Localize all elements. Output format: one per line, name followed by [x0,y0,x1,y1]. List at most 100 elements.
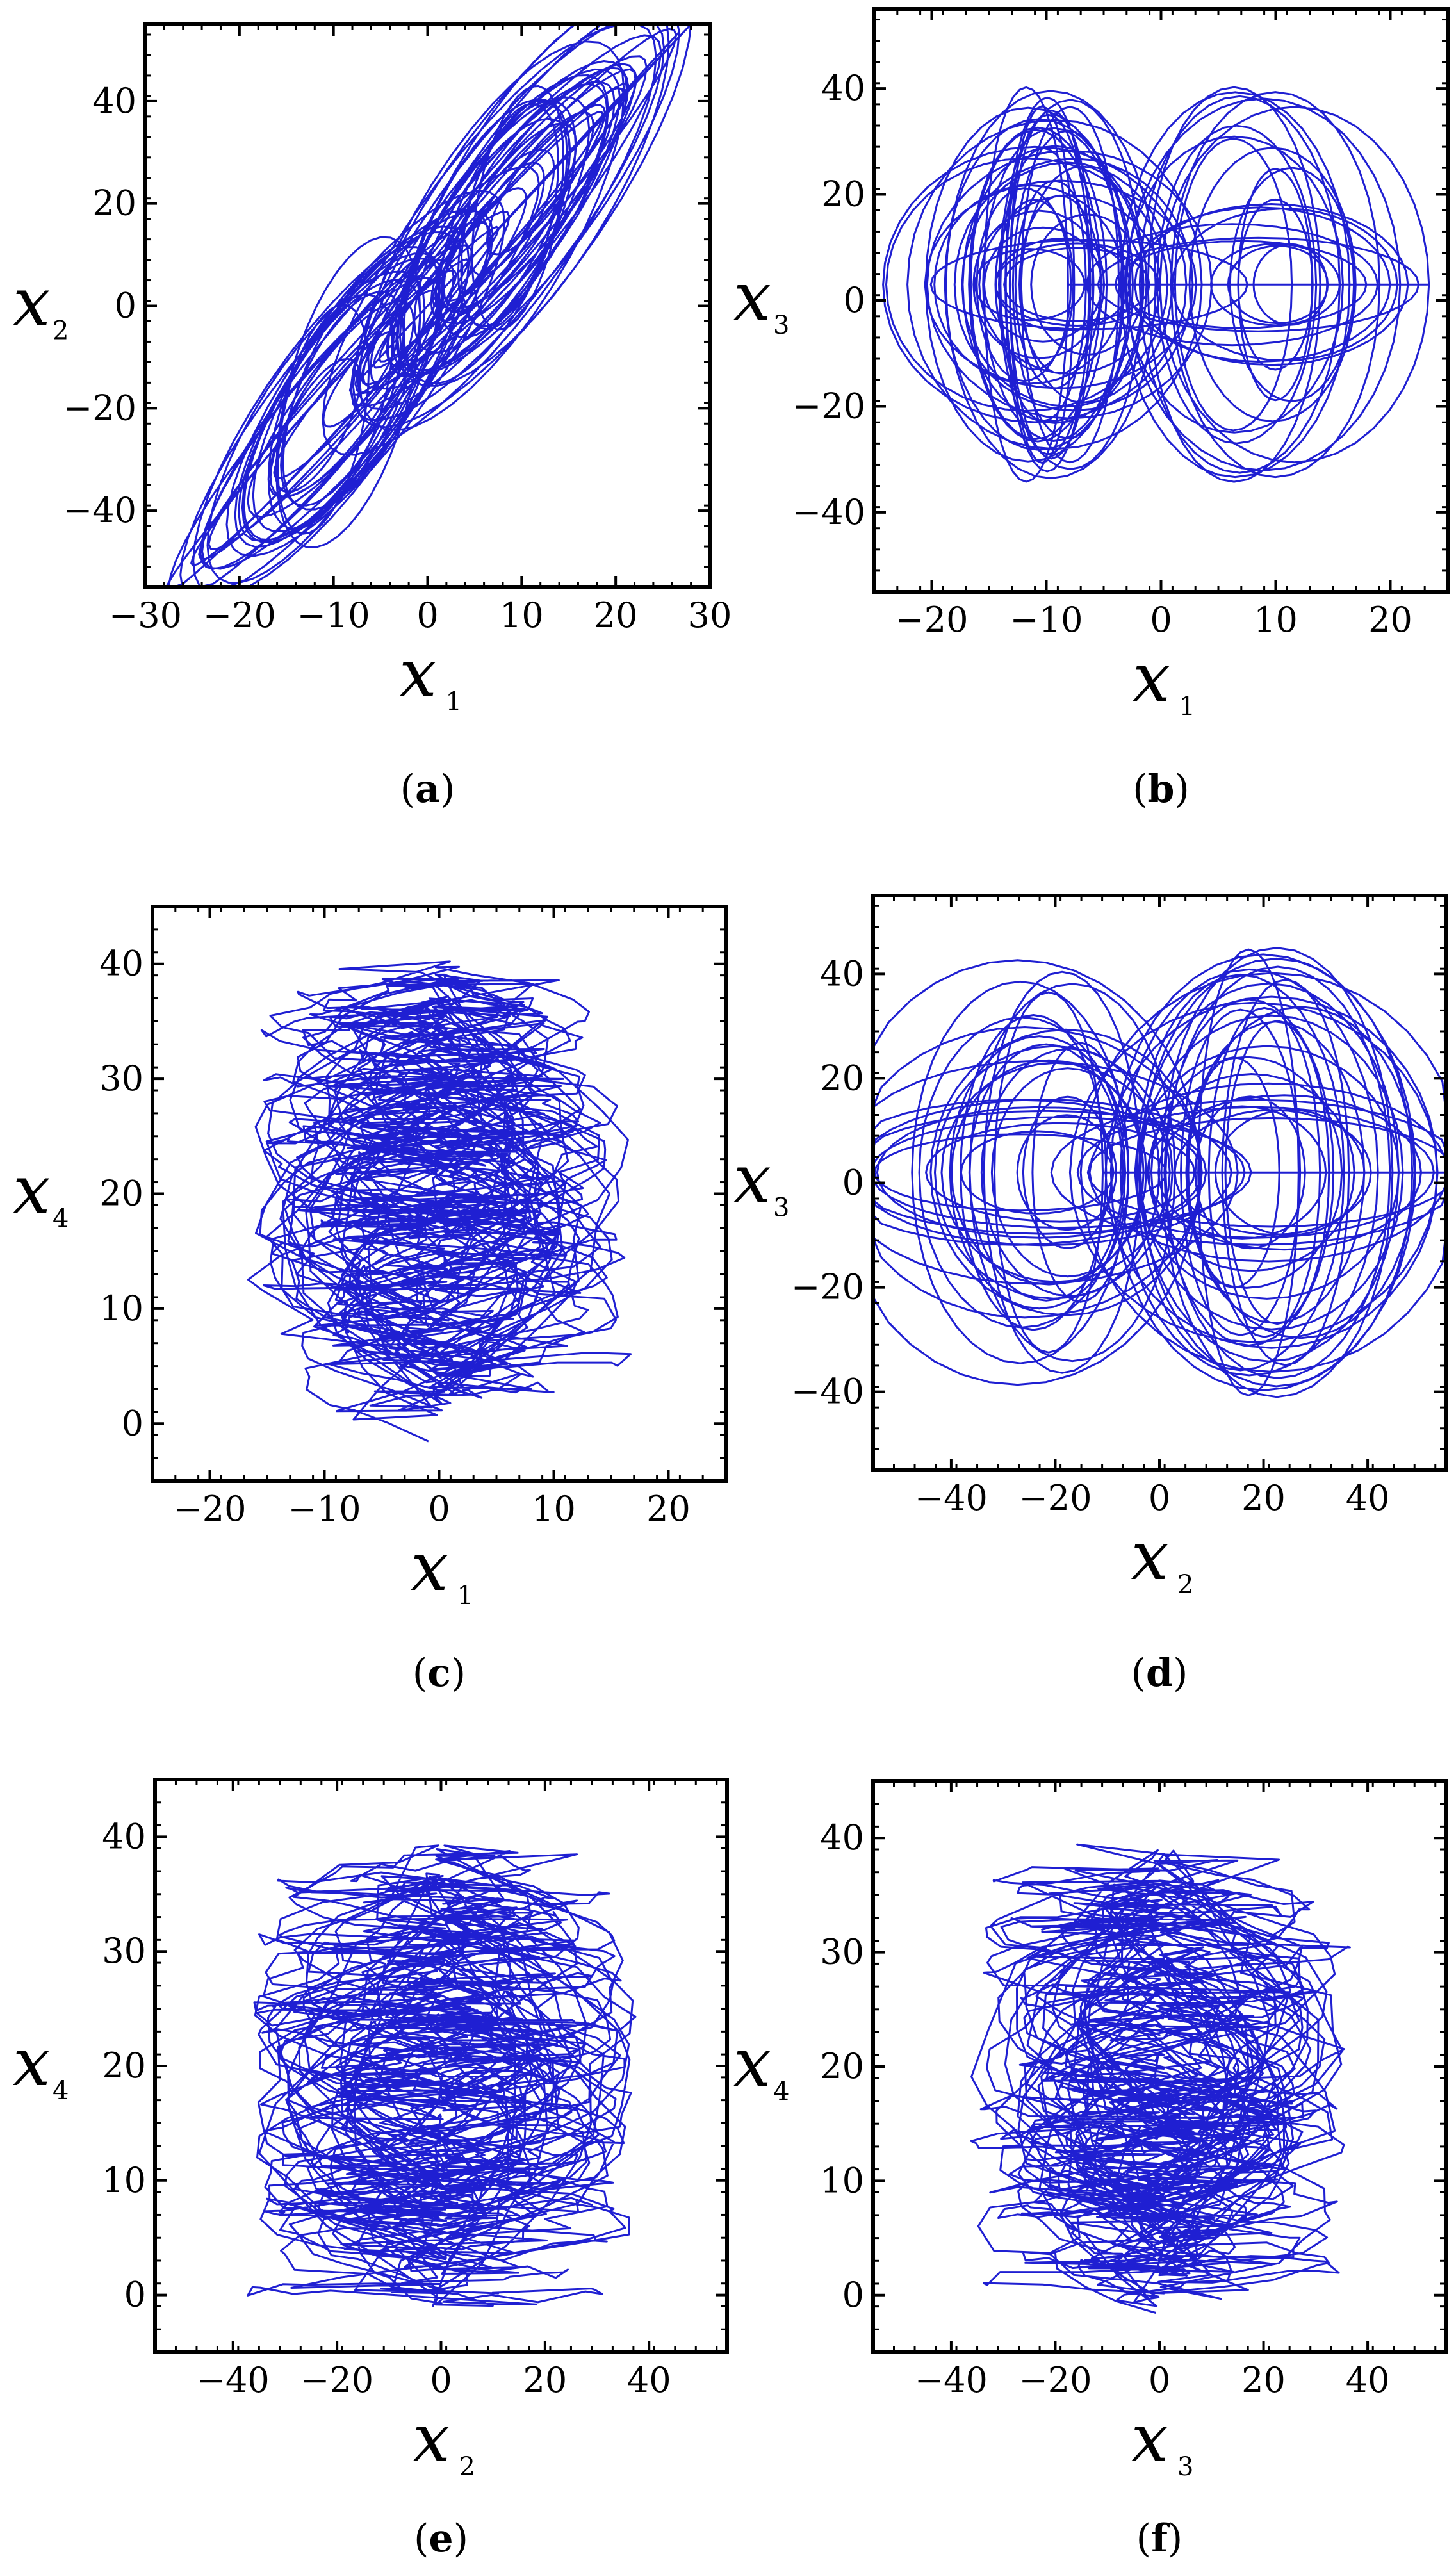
y-axis-label: x [733,1140,771,1218]
panel-caption-e: (e) [414,2516,468,2561]
panel-caption-b: (b) [1133,767,1190,812]
y-axis-label-subscript: 2 [53,316,69,346]
x-tick-label: −40 [915,1478,988,1518]
y-axis-label: x [13,1151,51,1229]
x-tick-label: 0 [1149,1478,1170,1518]
x-tick-label: −20 [174,1489,247,1529]
x-tick-label: 20 [1241,2360,1286,2400]
trajectory-b [882,86,1430,483]
x-axis-label: x [399,634,437,712]
y-tick-label: 0 [842,1163,864,1203]
x-tick-label: 0 [416,595,438,635]
y-tick-label: −20 [792,386,865,426]
x-tick-label: −10 [1010,600,1083,640]
x-tick-label: −10 [288,1489,361,1529]
x-tick-label: 0 [428,1489,450,1529]
y-tick-label: 30 [820,1932,864,1972]
y-tick-label: 40 [92,81,136,121]
y-tick-label: 20 [821,174,865,215]
y-tick-label: −20 [791,1267,864,1307]
x-axis-label: x [1131,2399,1169,2477]
y-axis-label-subscript: 3 [773,1193,789,1223]
trajectory-d [873,947,1446,1398]
x-axis-label: x [1133,639,1170,717]
y-axis-label-subscript: 4 [53,2076,69,2106]
x-tick-label: −20 [300,2360,373,2400]
y-tick-label: 0 [844,280,865,320]
x-tick-label: −20 [1018,1478,1092,1518]
x-tick-label: 10 [500,595,544,635]
y-tick-label: 40 [102,1816,146,1856]
x-axis-label: x [413,2399,450,2477]
y-axis-label-subscript: 3 [773,311,789,340]
x-tick-label: 40 [627,2360,671,2400]
y-axis-label-subscript: 4 [773,2077,789,2106]
y-tick-label: 40 [820,1817,864,1858]
y-tick-label: −40 [791,1372,864,1412]
x-tick-label: 20 [1241,1478,1286,1518]
panel-caption-d: (d) [1131,1651,1188,1696]
x-tick-label: −20 [896,600,969,640]
x-tick-label: −10 [297,595,370,635]
x-tick-label: 10 [1254,600,1298,640]
y-axis-label: x [13,2023,51,2101]
trajectory-c [247,960,632,1443]
x-tick-label: −40 [197,2360,270,2400]
y-tick-label: 20 [92,183,136,224]
x-axis-label: x [411,1528,448,1606]
y-tick-label: 10 [99,1288,143,1329]
y-axis-label: x [733,2024,771,2102]
x-tick-label: −40 [915,2360,988,2400]
panel-caption-f: (f) [1136,2516,1183,2561]
x-tick-label: 10 [532,1489,576,1529]
y-tick-label: 20 [820,1058,864,1098]
y-tick-label: 30 [99,1058,143,1099]
x-axis-label-subscript: 1 [1179,692,1195,721]
x-tick-label: 20 [594,595,638,635]
y-axis-label-subscript: 4 [53,1204,69,1234]
y-tick-label: −40 [63,490,136,530]
x-tick-label: −20 [1018,2360,1092,2400]
trajectory-e [247,1844,637,2307]
x-axis-label-subscript: 3 [1177,2452,1193,2482]
y-axis-label: x [733,258,771,336]
y-tick-label: 0 [115,286,136,326]
y-tick-label: 40 [821,68,865,108]
x-axis-label: x [1131,1517,1169,1595]
x-tick-label: −30 [109,595,182,635]
trajectory-a [164,24,692,587]
y-tick-label: 40 [99,944,143,984]
y-tick-label: 10 [102,2160,146,2200]
x-tick-label: 40 [1346,2360,1390,2400]
y-tick-label: 20 [99,1174,143,1214]
y-tick-label: 30 [102,1931,146,1971]
y-tick-label: 10 [820,2160,864,2200]
x-axis-label-subscript: 1 [446,687,462,717]
x-axis-label-subscript: 2 [459,2452,475,2482]
x-tick-label: 0 [1150,600,1172,640]
x-axis-label-subscript: 2 [1177,1570,1193,1600]
y-tick-label: 20 [102,2045,146,2086]
x-tick-label: 20 [646,1489,691,1529]
y-tick-label: 20 [820,2046,864,2086]
x-tick-label: 40 [1346,1478,1390,1518]
panel-caption-a: (a) [400,767,455,812]
y-tick-label: 40 [820,953,864,994]
y-tick-label: 0 [122,1403,143,1443]
x-tick-label: 20 [1368,600,1412,640]
y-tick-label: −40 [792,492,865,532]
y-tick-label: 0 [842,2275,864,2315]
panel-caption-c: (c) [413,1651,466,1696]
x-tick-label: 30 [688,595,732,635]
x-tick-label: 0 [430,2360,452,2400]
y-tick-label: −20 [63,388,136,428]
x-axis-label-subscript: 1 [457,1581,473,1610]
